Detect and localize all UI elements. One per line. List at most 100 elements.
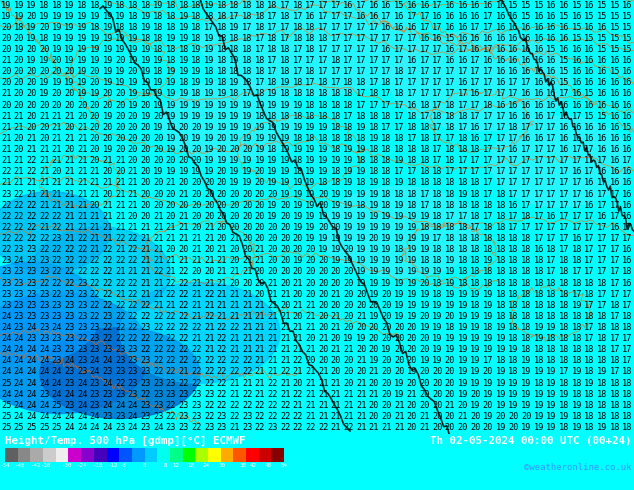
Text: 20: 20 xyxy=(382,379,392,388)
Text: 19: 19 xyxy=(14,45,24,54)
Text: 22: 22 xyxy=(179,312,189,321)
Text: 18: 18 xyxy=(559,356,569,366)
Text: 17: 17 xyxy=(534,212,544,221)
Text: 16: 16 xyxy=(470,90,481,98)
Text: 17: 17 xyxy=(280,34,290,43)
Text: 16: 16 xyxy=(534,112,544,121)
Text: 17: 17 xyxy=(496,156,506,165)
Text: 20: 20 xyxy=(90,201,100,210)
Text: 23: 23 xyxy=(77,290,87,298)
Text: 16: 16 xyxy=(610,100,620,110)
Text: 19: 19 xyxy=(432,323,443,332)
Text: 17: 17 xyxy=(547,201,557,210)
Text: 18: 18 xyxy=(585,401,595,410)
Text: 15: 15 xyxy=(572,23,582,32)
Text: 21: 21 xyxy=(268,278,278,288)
Text: 18: 18 xyxy=(521,278,531,288)
Text: 17: 17 xyxy=(331,78,341,87)
Text: 17: 17 xyxy=(382,67,392,76)
Text: 17: 17 xyxy=(407,67,417,76)
Text: 20: 20 xyxy=(1,23,11,32)
Text: 22: 22 xyxy=(128,334,138,343)
Text: 23: 23 xyxy=(141,412,151,421)
Text: 19: 19 xyxy=(394,212,404,221)
Text: 19: 19 xyxy=(153,56,164,65)
Text: 20: 20 xyxy=(255,190,265,198)
Text: 19: 19 xyxy=(141,78,151,87)
Text: 18: 18 xyxy=(572,323,582,332)
Text: 18: 18 xyxy=(432,290,443,298)
Text: 18: 18 xyxy=(585,345,595,354)
Text: 20: 20 xyxy=(369,323,379,332)
Text: 22: 22 xyxy=(103,268,113,276)
Text: 17: 17 xyxy=(559,368,569,376)
Text: 16: 16 xyxy=(382,45,392,54)
Text: 20: 20 xyxy=(432,390,443,399)
Text: 16: 16 xyxy=(547,100,557,110)
Text: 19: 19 xyxy=(394,201,404,210)
Text: 19: 19 xyxy=(230,56,240,65)
Text: 18: 18 xyxy=(445,190,455,198)
Text: 19: 19 xyxy=(572,423,582,432)
Text: 18: 18 xyxy=(166,45,176,54)
Text: 17: 17 xyxy=(445,90,455,98)
Bar xyxy=(68,448,81,463)
Text: 18: 18 xyxy=(318,134,328,143)
Text: 19: 19 xyxy=(458,290,468,298)
Text: 20: 20 xyxy=(217,145,227,154)
Text: 19: 19 xyxy=(369,256,379,265)
Text: 22: 22 xyxy=(103,290,113,298)
Text: 19: 19 xyxy=(407,368,417,376)
Text: 22: 22 xyxy=(90,301,100,310)
Text: 17: 17 xyxy=(534,190,544,198)
Text: 21: 21 xyxy=(293,301,303,310)
Text: 16: 16 xyxy=(597,167,607,176)
Text: 18: 18 xyxy=(496,312,506,321)
Text: 18: 18 xyxy=(547,356,557,366)
Text: 17: 17 xyxy=(458,167,468,176)
Text: 17: 17 xyxy=(458,67,468,76)
Text: 20: 20 xyxy=(179,123,189,132)
Text: 18: 18 xyxy=(356,112,366,121)
Text: 19: 19 xyxy=(242,112,252,121)
Text: 19: 19 xyxy=(407,212,417,221)
Text: 18: 18 xyxy=(230,45,240,54)
Text: 20: 20 xyxy=(166,156,176,165)
Text: 16: 16 xyxy=(407,100,417,110)
Text: 20: 20 xyxy=(217,134,227,143)
Text: 18: 18 xyxy=(572,379,582,388)
Text: 15: 15 xyxy=(623,45,633,54)
Text: 19: 19 xyxy=(103,56,113,65)
Text: 17: 17 xyxy=(432,134,443,143)
Text: 23: 23 xyxy=(103,390,113,399)
Text: 21: 21 xyxy=(1,123,11,132)
Text: 19: 19 xyxy=(115,12,126,21)
Text: 20: 20 xyxy=(230,145,240,154)
Text: 20: 20 xyxy=(344,268,354,276)
Text: 18: 18 xyxy=(483,201,493,210)
Text: 21: 21 xyxy=(39,201,49,210)
Text: 19: 19 xyxy=(242,134,252,143)
Text: 23: 23 xyxy=(191,401,202,410)
Text: 19: 19 xyxy=(344,178,354,188)
Text: 23: 23 xyxy=(153,379,164,388)
Text: 21: 21 xyxy=(166,268,176,276)
Text: 18: 18 xyxy=(268,78,278,87)
Text: 22: 22 xyxy=(280,368,290,376)
Text: 17: 17 xyxy=(280,23,290,32)
Text: 18: 18 xyxy=(191,56,202,65)
Text: 18: 18 xyxy=(445,112,455,121)
Text: 16: 16 xyxy=(623,178,633,188)
Text: 19: 19 xyxy=(407,312,417,321)
Text: 19: 19 xyxy=(432,356,443,366)
Text: 22: 22 xyxy=(65,256,75,265)
Text: 19: 19 xyxy=(27,34,37,43)
Text: 19: 19 xyxy=(407,268,417,276)
Text: 17: 17 xyxy=(394,56,404,65)
Text: 16: 16 xyxy=(508,34,519,43)
Text: 19: 19 xyxy=(508,401,519,410)
Bar xyxy=(170,448,183,463)
Text: 17: 17 xyxy=(610,268,620,276)
Text: 18: 18 xyxy=(470,145,481,154)
Text: 16: 16 xyxy=(585,0,595,9)
